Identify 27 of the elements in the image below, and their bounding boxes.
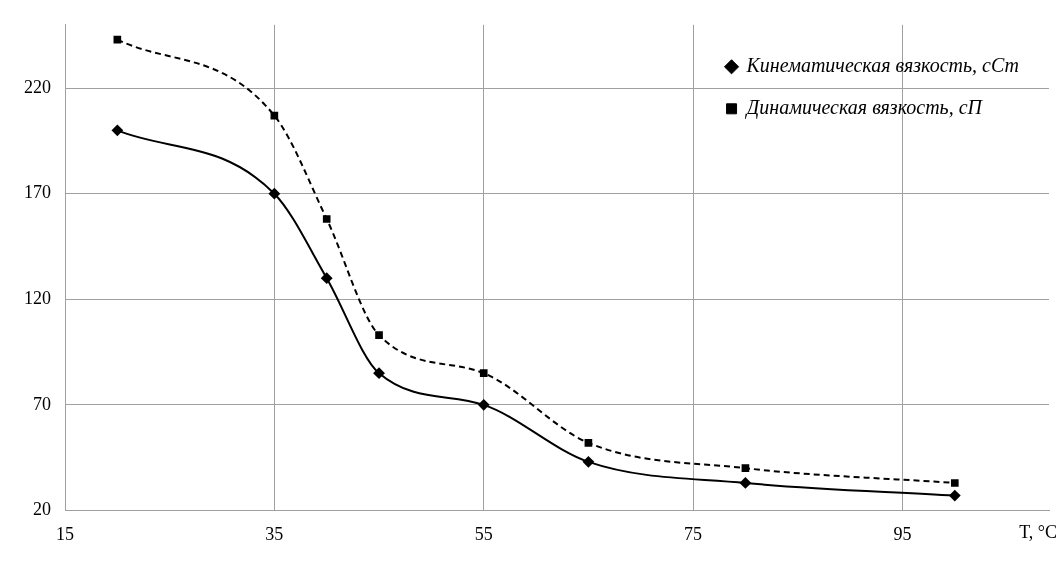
- point: [479, 369, 488, 377]
- point: [950, 479, 959, 487]
- point: [949, 490, 961, 502]
- x-tick-label: 75: [684, 523, 703, 544]
- y-tick-label: 70: [33, 393, 51, 414]
- x-tick-label: 15: [56, 523, 74, 544]
- point: [741, 464, 750, 472]
- point: [268, 188, 280, 200]
- point: [321, 272, 333, 284]
- point: [373, 367, 385, 379]
- point: [322, 215, 331, 223]
- legend-label: Кинематическая вязкость, сСт: [745, 54, 1019, 77]
- point: [584, 439, 593, 447]
- point: [478, 399, 490, 411]
- x-tick-label: 95: [893, 523, 912, 544]
- y-tick-label: 170: [24, 182, 51, 203]
- x-tick-label: 35: [265, 523, 284, 544]
- legend-label: Динамическая вязкость, сП: [744, 96, 984, 120]
- y-tick-label: 120: [24, 288, 51, 308]
- point: [375, 331, 383, 339]
- point: [111, 124, 123, 136]
- y-tick-label: 20: [33, 499, 51, 520]
- x-axis-title: T, °C: [1019, 522, 1057, 543]
- y-tick-label: 220: [24, 76, 51, 97]
- point: [739, 477, 751, 489]
- point: [582, 456, 594, 468]
- x-tick-label: 55: [474, 523, 493, 544]
